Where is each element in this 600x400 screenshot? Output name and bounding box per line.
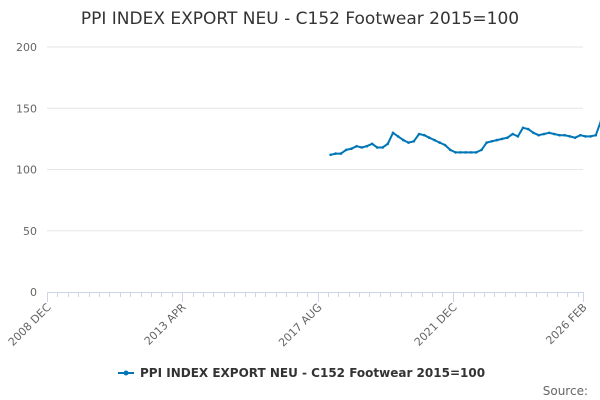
data-point[interactable] [547,131,551,135]
data-point[interactable] [558,133,561,137]
series-layer [329,119,600,157]
data-point[interactable] [417,132,421,136]
x-tick-label: 2021 DEC [412,301,460,349]
data-point[interactable] [532,131,535,135]
data-point[interactable] [568,135,572,138]
data-point[interactable] [516,135,520,138]
data-point[interactable] [428,136,431,139]
legend-label: PPI INDEX EXPORT NEU - C152 Footwear 201… [140,366,485,380]
data-point[interactable] [355,144,358,148]
data-point[interactable] [506,136,509,139]
data-point[interactable] [485,141,489,144]
data-point[interactable] [563,133,566,137]
data-point[interactable] [412,140,416,143]
data-point[interactable] [521,126,525,130]
x-axis: 2008 DEC 2013 APR 2017 AUG 2021 DEC 2026 FEB [6,292,590,349]
data-point[interactable] [480,148,483,152]
data-point[interactable] [350,147,353,150]
y-tick-label: 200 [16,41,37,54]
data-point[interactable] [443,143,447,147]
source-label: Source: [543,384,588,398]
data-point[interactable] [526,127,530,131]
data-point[interactable] [396,135,400,138]
data-point[interactable] [511,132,514,136]
y-axis: 0 50 100 150 200 [16,41,37,299]
data-point[interactable] [365,144,369,148]
x-tick-label: 2026 FEB [543,301,589,347]
data-point[interactable] [360,146,364,149]
data-point[interactable] [438,141,442,144]
legend-marker-symbol [123,370,129,376]
data-point[interactable] [433,138,436,142]
data-point[interactable] [552,132,556,136]
data-point[interactable] [459,151,462,154]
chart-title: PPI INDEX EXPORT NEU - C152 Footwear 201… [81,9,519,29]
y-tick-label: 0 [30,286,37,299]
data-point[interactable] [334,152,337,155]
data-point[interactable] [469,151,473,154]
data-point[interactable] [579,133,582,137]
legend[interactable]: PPI INDEX EXPORT NEU - C152 Footwear 201… [118,366,485,380]
data-point[interactable] [589,135,592,138]
data-point[interactable] [594,133,598,137]
data-point[interactable] [537,133,540,137]
data-point[interactable] [329,153,332,157]
data-point[interactable] [500,137,504,141]
data-point[interactable] [386,142,390,146]
data-point[interactable] [464,151,468,154]
data-point[interactable] [391,131,395,135]
data-point[interactable] [376,146,379,149]
data-point[interactable] [344,148,348,152]
data-point[interactable] [370,142,374,146]
x-tick-label: 2017 AUG [276,301,325,350]
data-point[interactable] [495,138,499,142]
data-point[interactable] [381,146,384,149]
data-point[interactable] [339,152,343,155]
data-point[interactable] [449,148,452,152]
y-tick-label: 100 [16,164,37,177]
data-point[interactable] [490,140,494,143]
y-tick-label: 50 [23,225,37,238]
data-point[interactable] [407,141,410,144]
data-point[interactable] [573,136,577,139]
data-point[interactable] [542,132,546,136]
data-point[interactable] [423,133,426,137]
data-point[interactable] [474,151,478,154]
y-tick-label: 150 [16,102,37,115]
data-point[interactable] [402,138,405,142]
data-point[interactable] [584,135,587,138]
x-tick-label: 2013 APR [142,301,189,348]
x-tick-label: 2008 DEC [6,301,54,349]
data-point[interactable] [454,151,457,154]
gridlines [47,46,583,232]
